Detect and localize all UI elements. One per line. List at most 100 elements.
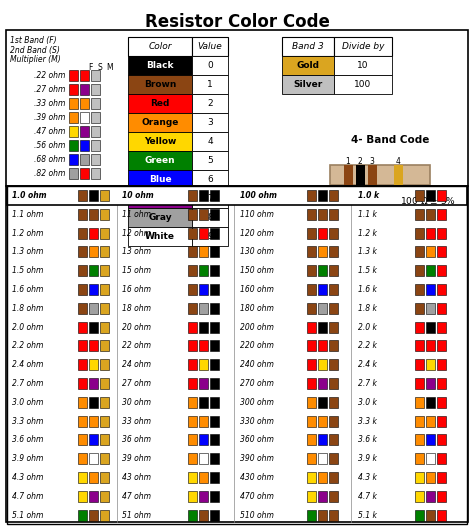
Bar — [307, 472, 316, 483]
Text: 30 ohm: 30 ohm — [122, 398, 151, 407]
Text: 10: 10 — [357, 61, 369, 70]
Text: 1.3 k: 1.3 k — [358, 247, 377, 256]
Bar — [415, 246, 424, 258]
Text: 3.6 ohm: 3.6 ohm — [12, 435, 44, 444]
Text: 1: 1 — [346, 157, 350, 166]
Text: Silver: Silver — [293, 80, 323, 89]
Text: 1.0 ohm: 1.0 ohm — [12, 191, 46, 200]
Bar — [80, 140, 89, 151]
Bar — [128, 170, 192, 189]
Bar — [426, 340, 435, 352]
Bar — [329, 227, 338, 238]
Bar — [199, 397, 208, 408]
Bar — [415, 378, 424, 389]
Bar — [426, 415, 435, 426]
Bar — [192, 208, 228, 227]
Bar — [437, 491, 446, 502]
Bar — [100, 453, 109, 464]
Bar — [89, 378, 98, 389]
Text: 1.6 k: 1.6 k — [358, 285, 377, 294]
Text: 390 ohm: 390 ohm — [240, 454, 274, 463]
Bar — [282, 75, 334, 94]
Bar — [318, 491, 327, 502]
Bar — [80, 126, 89, 137]
Bar — [89, 397, 98, 408]
Bar — [415, 303, 424, 314]
Bar — [437, 359, 446, 370]
Text: 2.4 k: 2.4 k — [358, 360, 377, 369]
Bar — [210, 190, 219, 201]
Bar — [192, 132, 228, 151]
Bar — [318, 209, 327, 220]
Bar — [78, 340, 87, 352]
Text: 2: 2 — [207, 99, 213, 108]
Bar — [307, 303, 316, 314]
Bar — [318, 415, 327, 426]
Text: 3: 3 — [207, 118, 213, 127]
Bar — [282, 56, 334, 75]
Bar — [394, 165, 403, 185]
Bar — [318, 227, 327, 238]
Text: Resistor Color Code: Resistor Color Code — [145, 13, 329, 31]
Text: 3.0 ohm: 3.0 ohm — [12, 398, 44, 407]
Bar — [307, 265, 316, 276]
Bar — [100, 415, 109, 426]
Text: 8: 8 — [207, 213, 213, 222]
Bar — [329, 472, 338, 483]
Bar — [426, 209, 435, 220]
Bar — [329, 321, 338, 332]
Text: 1: 1 — [207, 80, 213, 89]
Bar — [7, 186, 467, 205]
Text: 11 ohm: 11 ohm — [122, 210, 151, 219]
Bar — [89, 340, 98, 352]
Bar — [69, 70, 78, 81]
Bar — [78, 415, 87, 426]
Bar — [199, 227, 208, 238]
Bar — [91, 112, 100, 123]
Bar — [329, 340, 338, 352]
Bar — [192, 113, 228, 132]
Bar — [100, 434, 109, 446]
Text: 3.9 k: 3.9 k — [358, 454, 377, 463]
Bar — [80, 70, 89, 81]
Text: 6: 6 — [207, 175, 213, 184]
Text: 12 ohm: 12 ohm — [122, 228, 151, 237]
Bar — [91, 168, 100, 179]
Bar — [437, 246, 446, 258]
Text: .82 ohm: .82 ohm — [34, 168, 65, 177]
Bar — [188, 209, 197, 220]
Bar — [78, 209, 87, 220]
Text: .68 ohm: .68 ohm — [34, 155, 65, 164]
Bar — [307, 359, 316, 370]
Bar — [329, 453, 338, 464]
Bar — [334, 37, 392, 56]
Bar — [437, 415, 446, 426]
Text: 1.1 ohm: 1.1 ohm — [12, 210, 44, 219]
Bar — [437, 378, 446, 389]
Bar — [210, 491, 219, 502]
Bar — [307, 227, 316, 238]
Bar — [426, 510, 435, 520]
Bar — [199, 340, 208, 352]
Text: Divide by: Divide by — [342, 42, 384, 51]
Bar — [282, 37, 334, 56]
Text: 4- Band Code: 4- Band Code — [351, 135, 429, 145]
Text: Black: Black — [146, 61, 174, 70]
Bar — [318, 265, 327, 276]
Bar — [210, 397, 219, 408]
Bar — [318, 378, 327, 389]
Bar — [329, 246, 338, 258]
Text: 200 ohm: 200 ohm — [240, 322, 274, 331]
Text: 1.3 ohm: 1.3 ohm — [12, 247, 44, 256]
Text: 430 ohm: 430 ohm — [240, 473, 274, 482]
Text: 1.2 ohm: 1.2 ohm — [12, 228, 44, 237]
Bar — [91, 70, 100, 81]
Bar — [188, 321, 197, 332]
Bar — [329, 190, 338, 201]
Text: 2.0 k: 2.0 k — [358, 322, 377, 331]
Text: 360 ohm: 360 ohm — [240, 435, 274, 444]
Bar — [426, 321, 435, 332]
Bar — [80, 112, 89, 123]
Bar — [318, 472, 327, 483]
Text: 5: 5 — [207, 156, 213, 165]
